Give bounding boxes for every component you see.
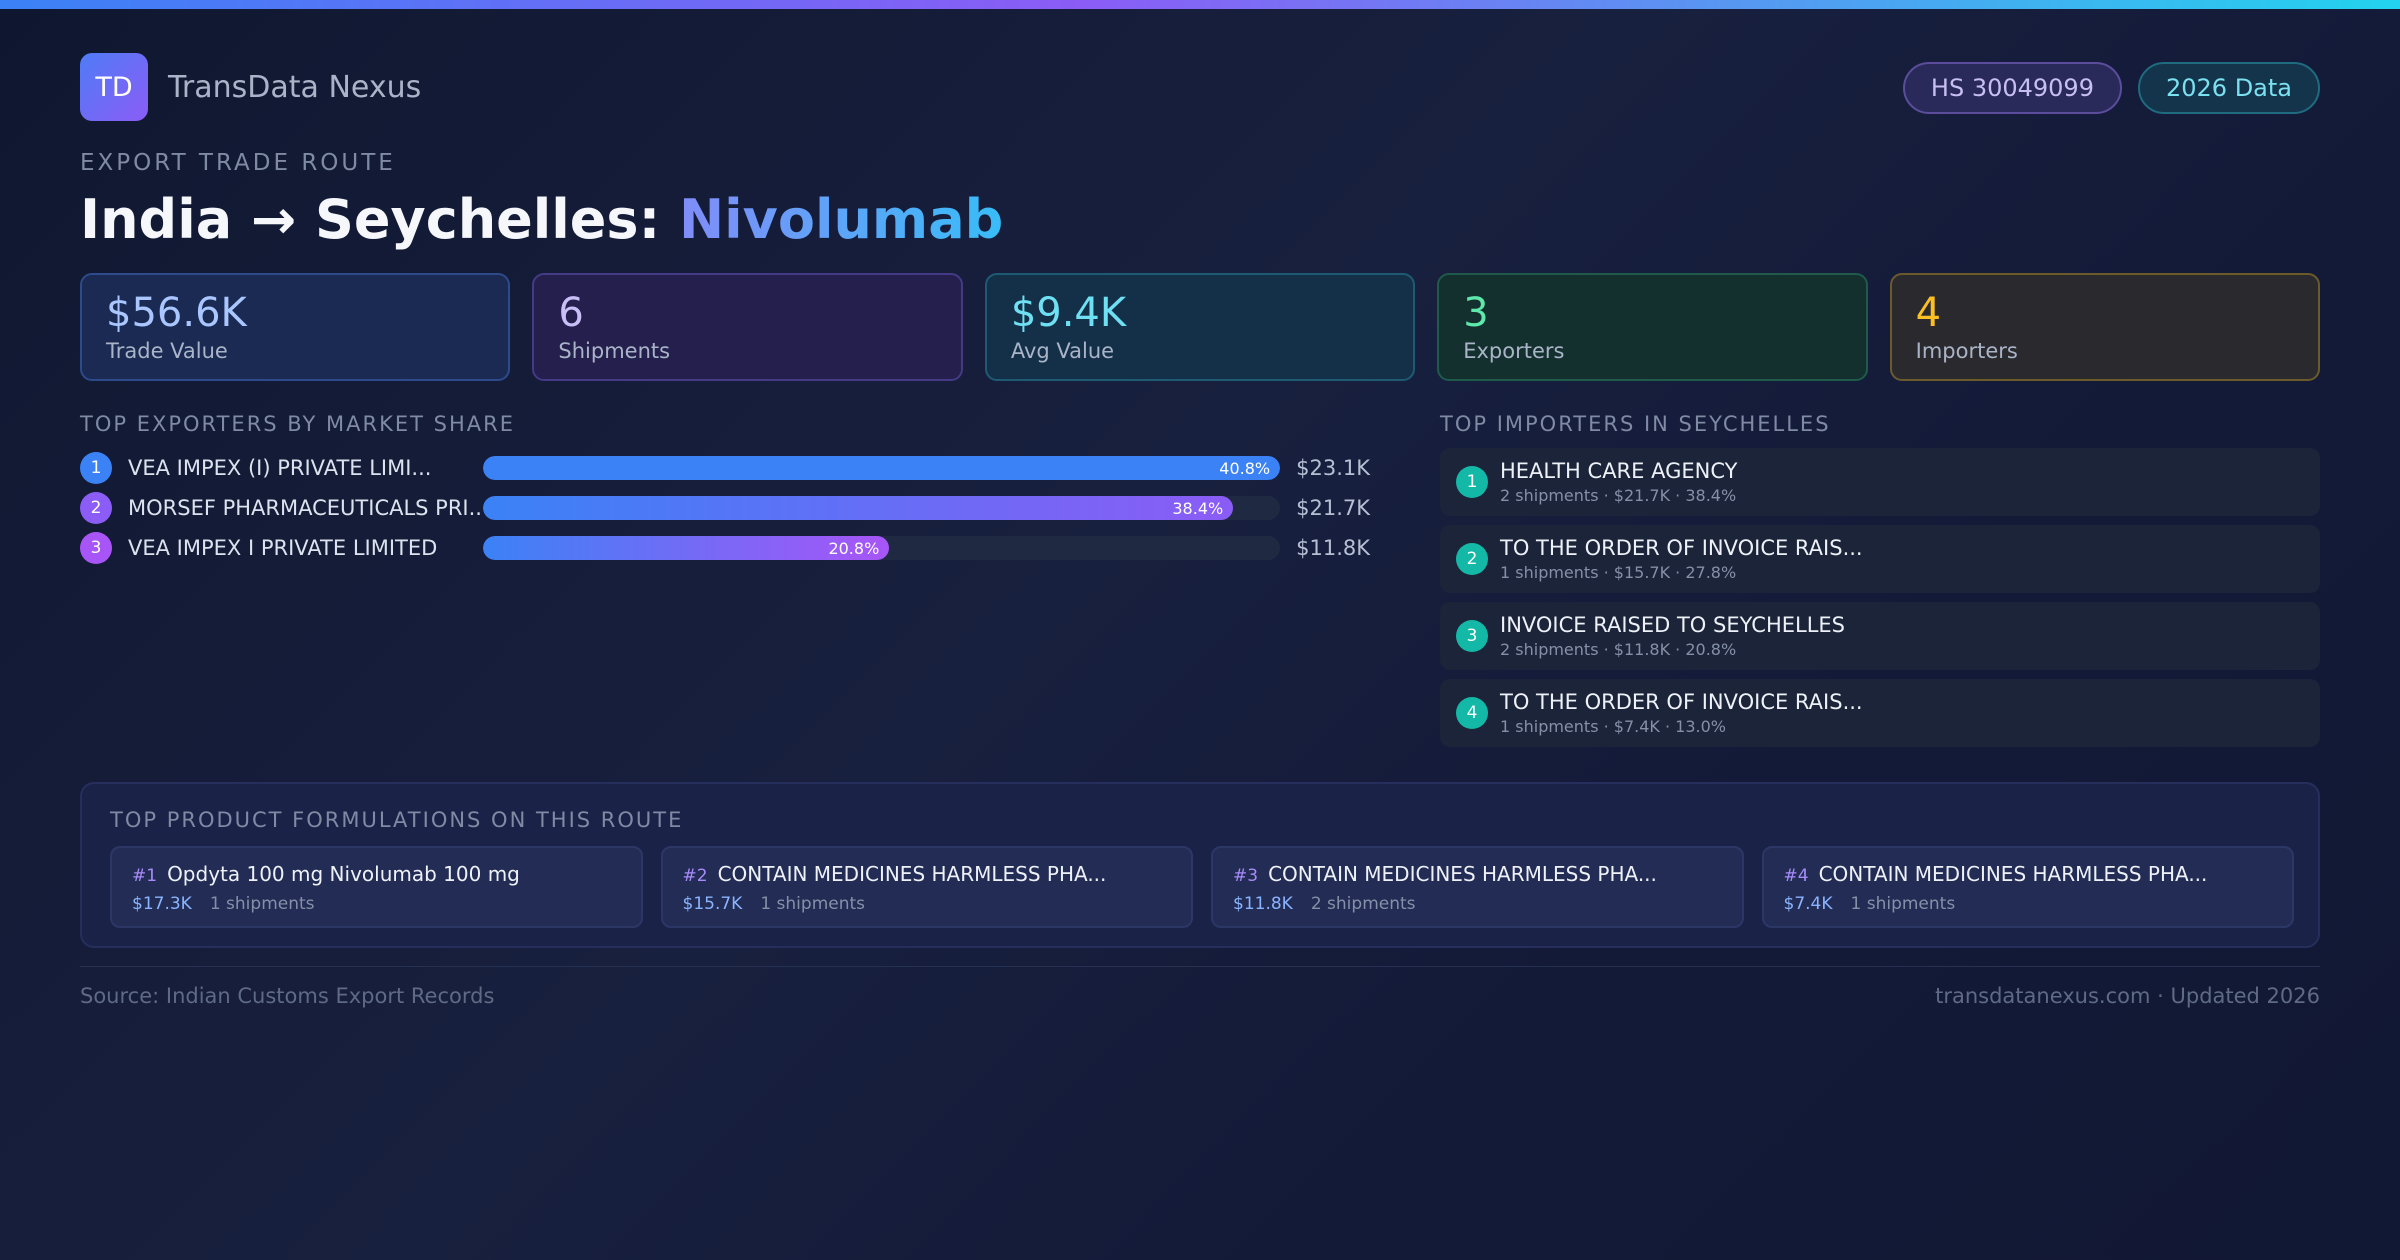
formulation-shipments: 1 shipments xyxy=(1850,894,1956,914)
exporter-value: $23.1K xyxy=(1296,456,1370,480)
formulation-rank: #2 xyxy=(682,866,708,886)
hs-code-badge: HS 30049099 xyxy=(1902,62,2122,114)
share-bar-track: 20.8% xyxy=(482,536,1281,560)
importer-meta: 1 shipments · $7.4K · 13.0% xyxy=(1500,717,1726,736)
footer-source: Source: Indian Customs Export Records xyxy=(80,984,495,1008)
formulation-card[interactable]: #1 Opdyta 100 mg Nivolumab 100 mg $17.3K 1… xyxy=(110,846,643,928)
stat-shipments: 6 Shipments xyxy=(532,273,963,381)
share-label: 40.8% xyxy=(1219,458,1271,478)
formulation-card[interactable]: #2 CONTAIN MEDICINES HARMLESS PHA... $15.… xyxy=(660,846,1193,928)
page-title: India → Seychelles: Nivolumab xyxy=(80,188,1003,251)
route-eyebrow: EXPORT TRADE ROUTE xyxy=(80,150,396,176)
formulation-cards: #1 Opdyta 100 mg Nivolumab 100 mg $17.3K 1… xyxy=(110,846,2294,928)
logo: TD xyxy=(80,53,148,121)
stat-label: Importers xyxy=(1915,339,2018,363)
stat-value: 6 xyxy=(558,290,584,336)
footer-divider xyxy=(80,966,2320,967)
page: TD TransData Nexus HS 30049099 2026 Data… xyxy=(80,0,2321,1260)
formulation-rank: #3 xyxy=(1233,866,1259,886)
share-bar-fill: 40.8% xyxy=(482,456,1281,480)
importer-name: TO THE ORDER OF INVOICE RAIS... xyxy=(1500,536,1863,560)
exporter-row[interactable]: 1 VEA IMPEX (I) PRIVATE LIMI... 40.8% $2… xyxy=(80,448,1370,488)
share-label: 20.8% xyxy=(828,538,880,558)
formulation-value: $15.7K xyxy=(682,894,743,914)
formulation-name: CONTAIN MEDICINES HARMLESS PHA... xyxy=(1818,862,2208,886)
stat-avg-value: $9.4K Avg Value xyxy=(984,273,1416,381)
importer-meta: 2 shipments · $11.8K · 20.8% xyxy=(1500,640,1737,659)
brand[interactable]: TD TransData Nexus xyxy=(80,53,421,121)
route-text: India → Seychelles: xyxy=(80,188,679,251)
stat-label: Shipments xyxy=(558,339,671,363)
exporter-rank: 2 xyxy=(80,492,112,524)
stat-label: Avg Value xyxy=(1010,339,1115,363)
formulation-shipments: 1 shipments xyxy=(209,894,315,914)
exporter-name: VEA IMPEX (I) PRIVATE LIMI... xyxy=(128,456,432,480)
importer-name: INVOICE RAISED TO SEYCHELLES xyxy=(1500,613,1846,637)
formulations-panel: TOP PRODUCT FORMULATIONS ON THIS ROUTE #… xyxy=(80,782,2320,948)
exporter-row[interactable]: 3 VEA IMPEX I PRIVATE LIMITED 20.8% $11.… xyxy=(80,528,1370,568)
formulation-rank: #4 xyxy=(1783,866,1809,886)
share-bar-track: 40.8% xyxy=(482,456,1281,480)
importer-card[interactable]: 3 INVOICE RAISED TO SEYCHELLES 2 shipmen… xyxy=(1440,602,2320,670)
year-badge: 2026 Data xyxy=(2137,62,2320,114)
stat-value: 4 xyxy=(1915,290,1942,336)
importer-card[interactable]: 4 TO THE ORDER OF INVOICE RAIS... 1 ship… xyxy=(1440,679,2320,747)
formulation-value: $7.4K xyxy=(1783,894,1833,914)
formulation-rank: #1 xyxy=(132,866,158,886)
share-bar-fill: 38.4% xyxy=(482,496,1234,520)
formulations-heading: TOP PRODUCT FORMULATIONS ON THIS ROUTE xyxy=(110,808,684,832)
exporter-name: MORSEF PHARMACEUTICALS PRI... xyxy=(128,496,483,520)
exporter-row[interactable]: 2 MORSEF PHARMACEUTICALS PRI... 38.4% $2… xyxy=(80,488,1370,528)
exporter-value: $11.8K xyxy=(1296,536,1370,560)
exporter-rank: 1 xyxy=(80,452,112,484)
formulation-shipments: 1 shipments xyxy=(760,894,866,914)
formulation-name: CONTAIN MEDICINES HARMLESS PHA... xyxy=(1268,862,1657,886)
importer-rank: 2 xyxy=(1456,543,1488,575)
importer-meta: 2 shipments · $21.7K · 38.4% xyxy=(1500,486,1737,505)
formulation-name: Opdyta 100 mg Nivolumab 100 mg xyxy=(167,862,520,886)
importer-meta: 1 shipments · $15.7K · 27.8% xyxy=(1500,563,1737,582)
stat-value: $9.4K xyxy=(1010,290,1127,336)
importer-rank: 4 xyxy=(1456,697,1488,729)
stats-row: $56.6K Trade Value 6 Shipments $9.4K Avg… xyxy=(80,273,2321,381)
formulation-shipments: 2 shipments xyxy=(1310,894,1416,914)
product-name: Nivolumab xyxy=(678,188,1004,251)
stat-exporters: 3 Exporters xyxy=(1437,273,1868,381)
importers-heading: TOP IMPORTERS IN SEYCHELLES xyxy=(1440,412,1831,436)
formulation-name: CONTAIN MEDICINES HARMLESS PHA... xyxy=(717,862,1107,886)
share-bar-track: 38.4% xyxy=(482,496,1281,520)
stat-value: $56.6K xyxy=(106,290,247,336)
stat-importers: 4 Importers xyxy=(1889,273,2321,381)
exporter-value: $21.7K xyxy=(1296,496,1370,520)
footer-site-link[interactable]: transdatanexus.com · Updated 2026 xyxy=(1935,984,2320,1008)
importer-rank: 1 xyxy=(1456,466,1488,498)
formulation-value: $11.8K xyxy=(1233,894,1293,914)
importer-rank: 3 xyxy=(1456,620,1488,652)
stat-trade-value: $56.6K Trade Value xyxy=(80,273,511,381)
exporter-name: VEA IMPEX I PRIVATE LIMITED xyxy=(128,536,438,560)
brand-name: TransData Nexus xyxy=(168,69,422,105)
formulation-card[interactable]: #3 CONTAIN MEDICINES HARMLESS PHA... $11.… xyxy=(1211,846,1744,928)
stat-label: Exporters xyxy=(1463,339,1565,363)
share-label: 38.4% xyxy=(1172,498,1224,518)
share-bar-fill: 20.8% xyxy=(482,536,890,560)
importers-list: 1 HEALTH CARE AGENCY 2 shipments · $21.7… xyxy=(1440,448,2320,756)
stat-value: 3 xyxy=(1463,290,1489,336)
exporter-rank: 3 xyxy=(80,532,112,564)
stat-label: Trade Value xyxy=(106,339,228,363)
exporters-heading: TOP EXPORTERS BY MARKET SHARE xyxy=(80,412,516,436)
badges: HS 30049099 2026 Data xyxy=(1902,62,2320,114)
importer-name: TO THE ORDER OF INVOICE RAIS... xyxy=(1500,690,1863,714)
importer-card[interactable]: 1 HEALTH CARE AGENCY 2 shipments · $21.7… xyxy=(1440,448,2320,516)
formulation-value: $17.3K xyxy=(132,894,192,914)
importer-card[interactable]: 2 TO THE ORDER OF INVOICE RAIS... 1 ship… xyxy=(1440,525,2320,593)
formulation-card[interactable]: #4 CONTAIN MEDICINES HARMLESS PHA... $7.4… xyxy=(1761,846,2294,928)
exporters-list: 1 VEA IMPEX (I) PRIVATE LIMI... 40.8% $2… xyxy=(80,448,1370,568)
importer-name: HEALTH CARE AGENCY xyxy=(1500,459,1738,483)
accent-bar xyxy=(0,0,2400,9)
